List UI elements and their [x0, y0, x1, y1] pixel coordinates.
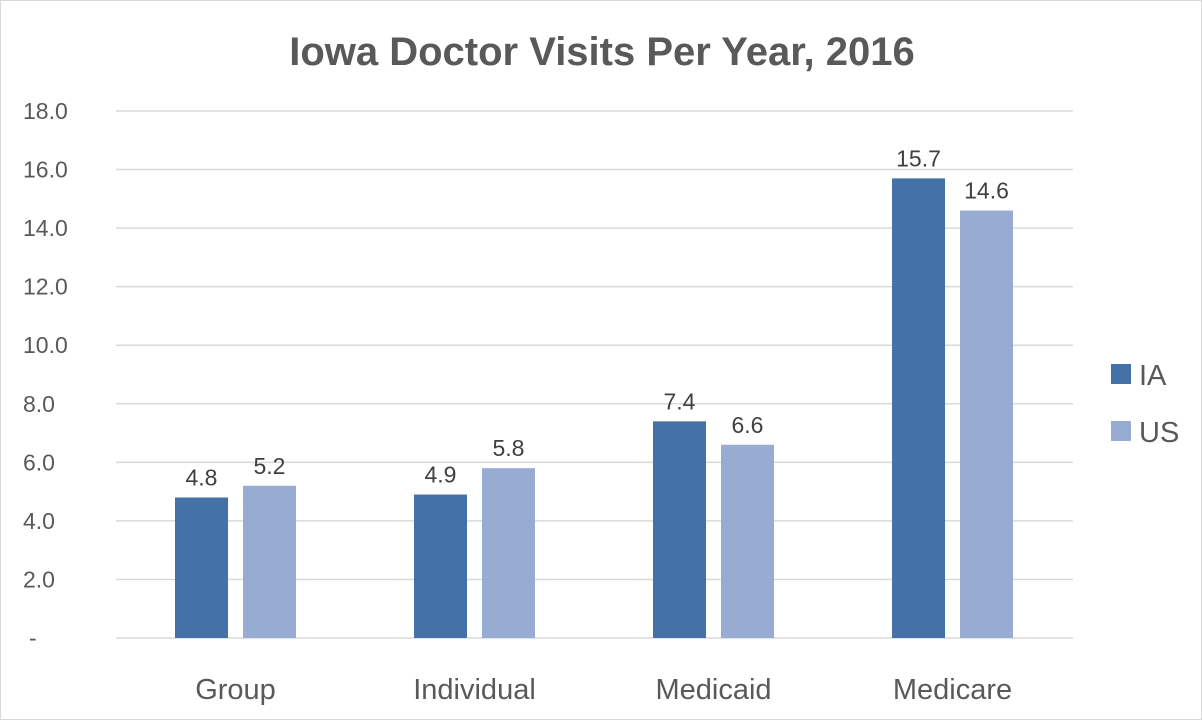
- data-label: 4.9: [425, 462, 457, 488]
- chart-title: Iowa Doctor Visits Per Year, 2016: [289, 30, 915, 74]
- bar-ia-individual: [414, 494, 467, 638]
- bar-ia-medicaid: [653, 421, 706, 638]
- data-label: 4.8: [186, 464, 218, 490]
- legend-label-ia: IA: [1139, 360, 1167, 392]
- bar-us-medicare: [960, 210, 1013, 639]
- x-axis-ticks: Group Individual Medicaid Medicare: [195, 674, 1012, 706]
- y-tick-label: 16.0: [23, 157, 68, 183]
- legend-swatch-ia: [1111, 364, 1131, 384]
- y-axis-ticks: - 2.0 4.0 6.0 8.0 10.0 12.0 14.0 16.0 18.0: [23, 98, 68, 651]
- legend-label-us: US: [1139, 417, 1179, 449]
- bar-ia-medicare: [892, 178, 945, 639]
- bar-us-individual: [482, 468, 535, 638]
- data-label: 7.4: [664, 388, 696, 414]
- y-tick-label: 12.0: [23, 274, 68, 300]
- y-tick-label: 8.0: [23, 391, 55, 417]
- y-tick-label: 14.0: [23, 215, 68, 241]
- y-tick-label: 2.0: [23, 566, 55, 592]
- x-tick-label: Individual: [413, 674, 536, 706]
- x-tick-label: Medicaid: [655, 674, 771, 706]
- data-label: 5.2: [254, 453, 286, 479]
- y-tick-label: 18.0: [23, 98, 68, 124]
- bar-us-group: [243, 485, 296, 638]
- x-tick-label: Group: [195, 674, 276, 706]
- y-tick-label: 4.0: [23, 508, 55, 534]
- legend-swatch-us: [1111, 421, 1131, 441]
- data-label: 5.8: [493, 435, 525, 461]
- y-tick-label: 10.0: [23, 332, 68, 358]
- y-tick-label: -: [29, 625, 37, 651]
- bar-ia-group: [175, 497, 228, 638]
- bars: [175, 178, 1013, 639]
- x-tick-label: Medicare: [893, 674, 1012, 706]
- data-label: 14.6: [964, 178, 1009, 204]
- y-tick-label: 6.0: [23, 449, 55, 475]
- bar-us-medicaid: [721, 444, 774, 638]
- data-label: 6.6: [732, 412, 764, 438]
- legend: IA US: [1111, 360, 1179, 449]
- data-label: 15.7: [896, 145, 941, 171]
- data-labels: 4.8 5.2 4.9 5.8 7.4 6.6 15.7 14.6: [186, 145, 1009, 490]
